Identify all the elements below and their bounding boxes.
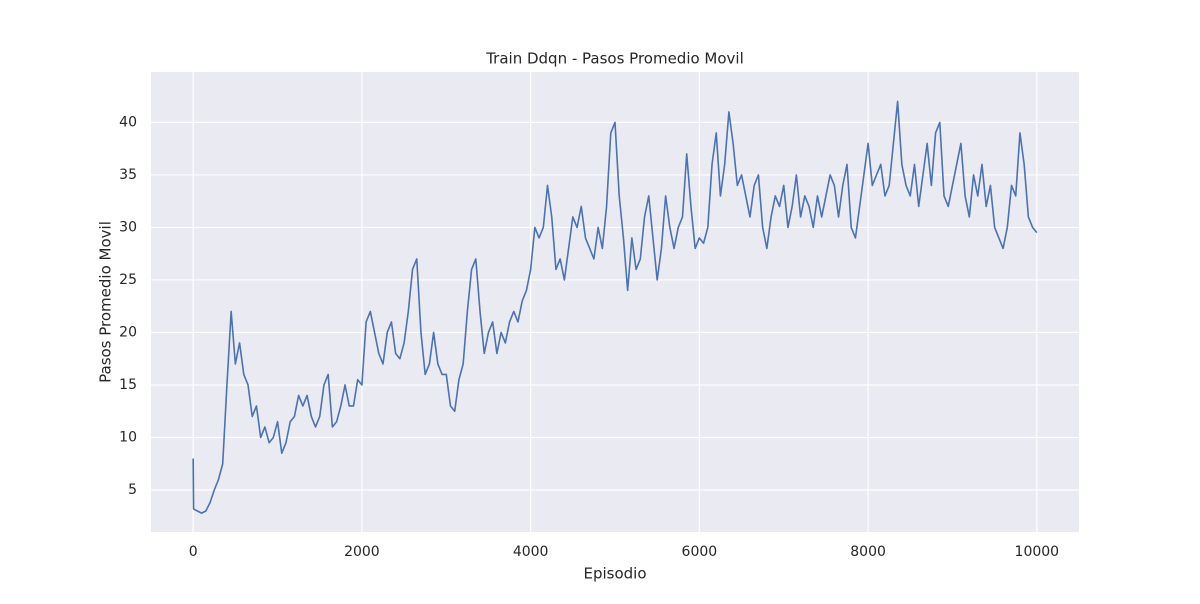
x-axis-label: Episodio — [583, 565, 646, 583]
y-tick-label: 40 — [119, 114, 137, 130]
data-line — [192, 100, 1038, 514]
y-tick-label: 20 — [119, 324, 137, 340]
x-tick-label: 6000 — [682, 544, 718, 560]
y-tick-label: 25 — [119, 272, 137, 288]
x-tick-label: 2000 — [344, 544, 380, 560]
y-axis-label: Pasos Promedio Movil — [97, 221, 115, 383]
x-tick-label: 8000 — [850, 544, 886, 560]
y-tick-label: 15 — [119, 377, 137, 393]
y-tick-label: 5 — [128, 482, 137, 498]
y-tick-label: 10 — [119, 429, 137, 445]
chart-title: Train Ddqn - Pasos Promedio Movil — [485, 50, 744, 68]
x-tick-label: 4000 — [513, 544, 549, 560]
x-tick-label: 0 — [189, 544, 198, 560]
y-tick-label: 30 — [119, 219, 137, 235]
plot-area — [151, 72, 1079, 532]
y-tick-label: 35 — [119, 167, 137, 183]
x-tick-label: 10000 — [1015, 544, 1060, 560]
